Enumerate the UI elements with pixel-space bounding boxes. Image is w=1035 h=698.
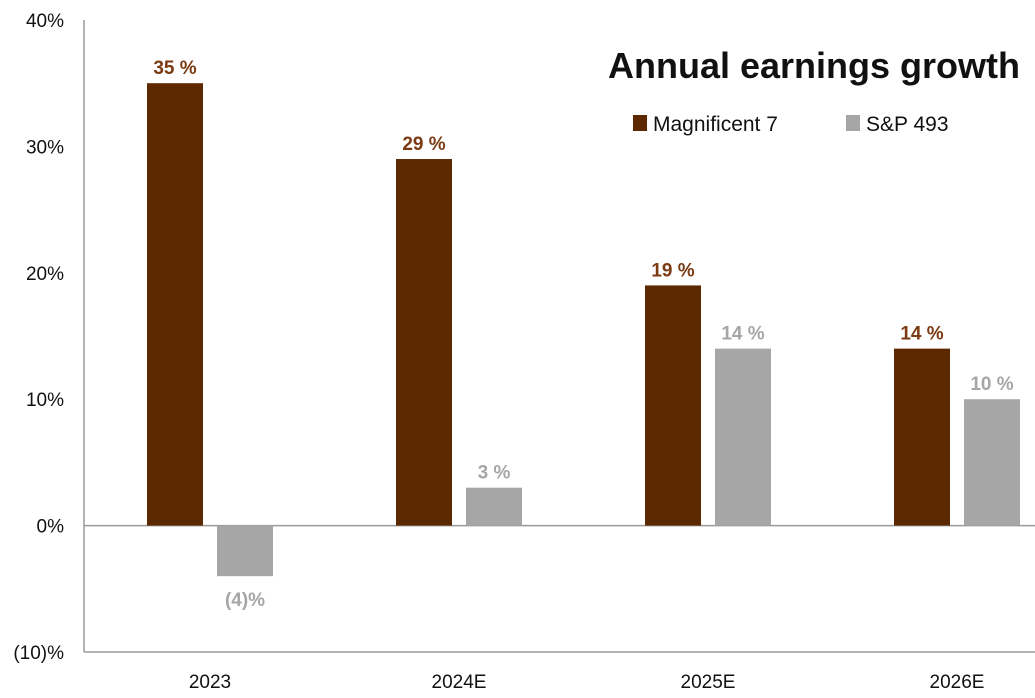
bar-sp-493-2025e [715,348,771,526]
legend-swatch-magnificent-7 [633,115,647,131]
x-tick-label: 2024E [432,672,487,693]
data-label-magnificent-7-2023: 35 % [153,58,196,79]
data-label-magnificent-7-2024e: 29 % [402,134,445,155]
bar-sp-493-2024e [466,487,522,526]
bar-magnificent-7-2026e [894,348,950,526]
y-tick-label: (10)% [13,643,64,664]
bar-sp-493-2023 [217,525,273,577]
y-tick-label: 10% [26,390,64,411]
legend-swatch-sp-493 [846,115,860,131]
data-label-sp-493-2025e: 14 % [721,324,764,345]
data-label-magnificent-7-2025e: 19 % [651,260,694,281]
data-labels: 35 % 29 % 19 % 14 % (4)% 3 % 14 % 10 % [153,58,1013,611]
data-label-sp-493-2023: (4)% [225,590,265,611]
y-tick-label: 30% [26,137,64,158]
bars [147,83,1020,577]
legend-label-magnificent-7: Magnificent 7 [653,113,778,136]
x-tick-label: 2026E [930,672,985,693]
bar-magnificent-7-2023 [147,83,203,526]
data-label-magnificent-7-2026e: 14 % [900,324,943,345]
y-tick-label: 0% [37,517,65,538]
legend-label-sp-493: S&P 493 [866,113,949,136]
y-tick-label: 40% [26,11,64,32]
data-label-sp-493-2024e: 3 % [478,463,511,484]
axes: 40% 30% 20% 10% 0% (10)% 2023 2024E 2025E 2026E [13,11,1035,693]
bar-magnificent-7-2024e [396,159,452,526]
legend: Magnificent 7 S&P 493 [633,113,949,136]
data-label-sp-493-2026e: 10 % [970,374,1013,395]
x-tick-label: 2025E [681,672,736,693]
bar-sp-493-2026e [964,399,1020,526]
y-tick-label: 20% [26,264,64,285]
chart-title: Annual earnings growth [608,45,1020,86]
x-tick-label: 2023 [189,672,231,693]
bar-magnificent-7-2025e [645,285,701,526]
